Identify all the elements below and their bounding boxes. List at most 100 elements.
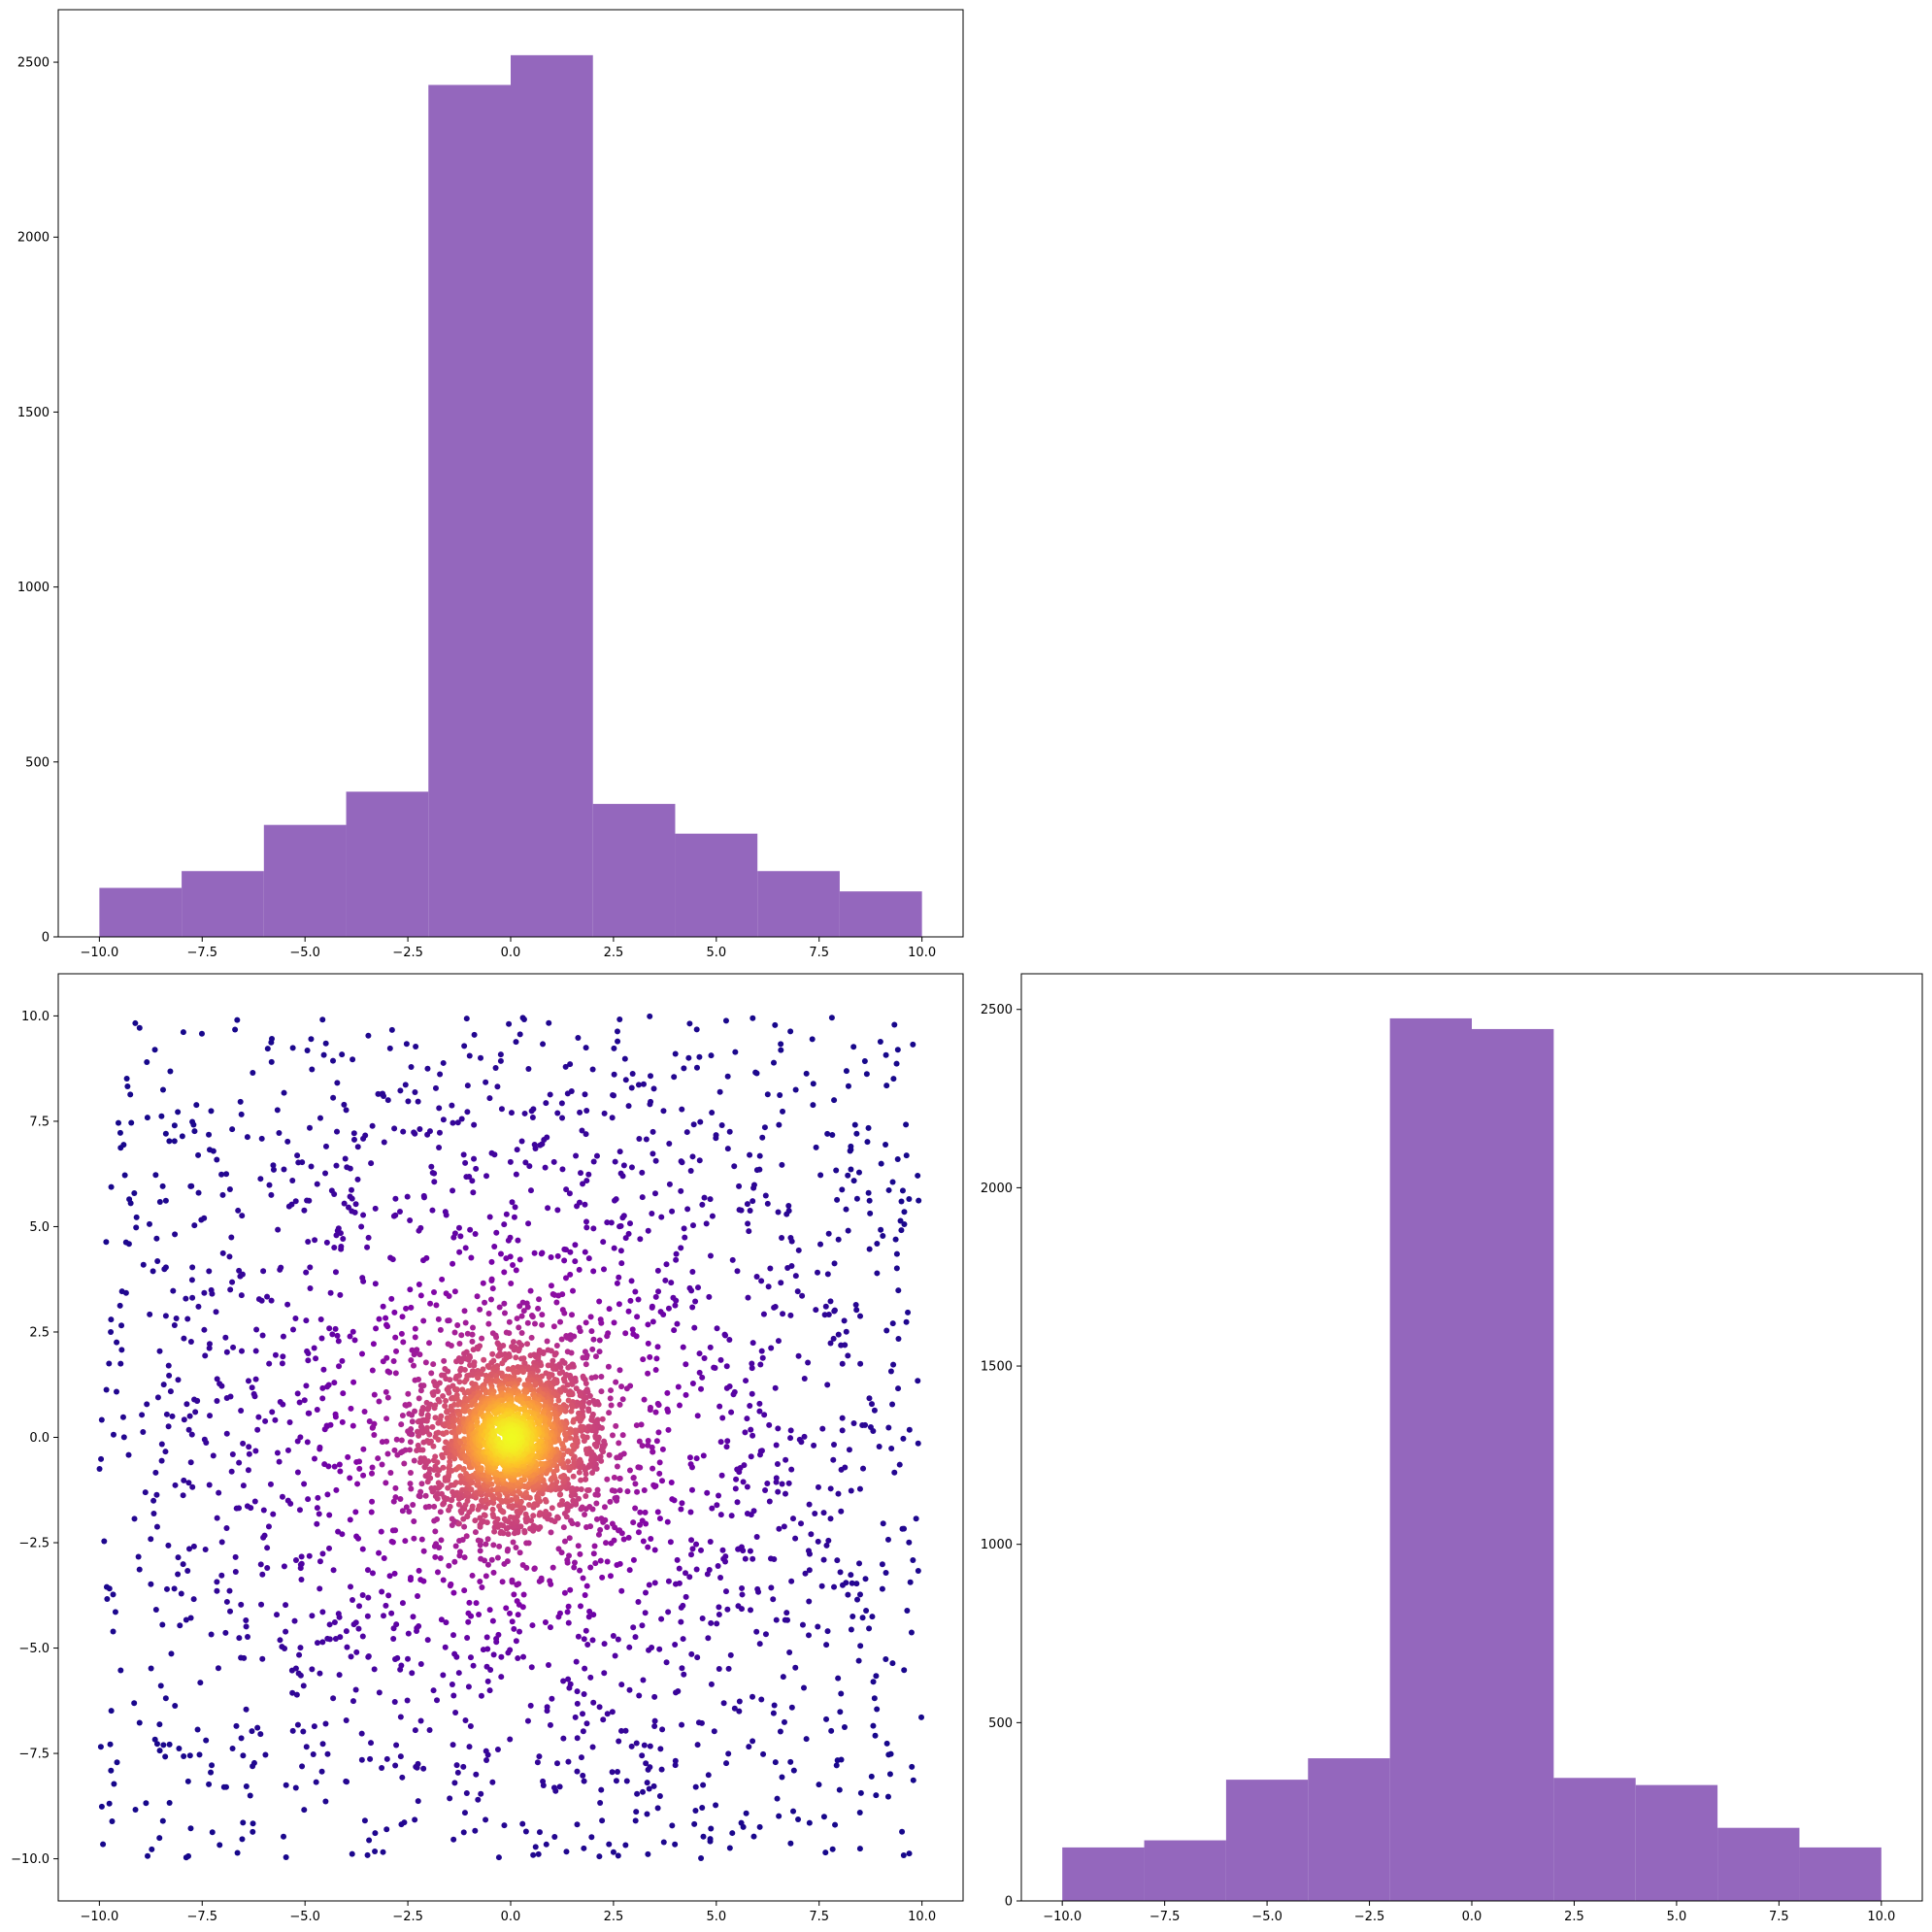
scatter-point [726, 1128, 733, 1135]
scatter-point [100, 1841, 107, 1848]
scatter-point [838, 1508, 845, 1515]
scatter-point [610, 1432, 616, 1439]
scatter-point [460, 1829, 467, 1836]
scatter-point [184, 1568, 191, 1575]
scatter-point [258, 1135, 265, 1142]
scatter-point [166, 1800, 173, 1807]
scatter-point [616, 1367, 623, 1374]
scatter-point [888, 1445, 895, 1451]
top-left-hist-ytick-label: 2500 [17, 56, 50, 71]
scatter-point [258, 1601, 265, 1608]
scatter-point [369, 1122, 376, 1129]
scatter-point [270, 1166, 277, 1173]
scatter-point [293, 1691, 300, 1698]
scatter-point [688, 1650, 695, 1657]
scatter-point [201, 1326, 208, 1333]
scatter-point [811, 1442, 817, 1449]
scatter-point [622, 1330, 629, 1337]
scatter-point [714, 1502, 720, 1509]
scatter-point [885, 1186, 892, 1193]
scatter-point [630, 1475, 637, 1482]
scatter-point [543, 1509, 550, 1516]
scatter-point [777, 1728, 783, 1735]
scatter-point [559, 1441, 566, 1448]
scatter-point [355, 1535, 362, 1542]
scatter-point [185, 1426, 192, 1433]
scatter-point [616, 1401, 623, 1408]
scatter-point [162, 1313, 169, 1319]
scatter-point [153, 1491, 160, 1498]
scatter-point [749, 1015, 756, 1021]
scatter-point [333, 1486, 340, 1493]
scatter-point [635, 1598, 642, 1605]
scatter-point [336, 1363, 343, 1370]
scatter-point [861, 1058, 868, 1065]
scatter-point [570, 1473, 577, 1480]
scatter-point [457, 1367, 464, 1374]
scatter-point [787, 1427, 794, 1434]
scatter-point [582, 1665, 588, 1672]
scatter-point [566, 1190, 573, 1197]
scatter-point [584, 1486, 591, 1493]
scatter-point [237, 1098, 244, 1105]
scatter-point [547, 1721, 553, 1728]
scatter-point [351, 1337, 358, 1344]
scatter-point [590, 1268, 597, 1275]
scatter-point [349, 1195, 355, 1202]
scatter-point [578, 1427, 584, 1434]
scatter-point [579, 1504, 585, 1511]
scatter-point [350, 1597, 356, 1604]
scatter-point [870, 1679, 877, 1685]
scatter-point [491, 1528, 498, 1535]
scatter-point [669, 1496, 676, 1503]
scatter-point [451, 1288, 458, 1295]
scatter-point [304, 1439, 311, 1446]
scatter-point [868, 1773, 875, 1780]
scatter-point [181, 1416, 187, 1423]
scatter-point [433, 1541, 440, 1548]
bottom-right-hist-bar [1472, 1028, 1554, 1901]
scatter-point [479, 1583, 485, 1590]
scatter-point [152, 1607, 159, 1614]
scatter-point [547, 1578, 553, 1584]
scatter-point [314, 1407, 320, 1414]
scatter-point [870, 1722, 877, 1729]
scatter-point [122, 1289, 129, 1296]
scatter-point [654, 1344, 661, 1350]
scatter-point [222, 1783, 229, 1790]
scatter-point [208, 1108, 215, 1115]
scatter-point [461, 1350, 468, 1357]
scatter-point [639, 1752, 646, 1759]
scatter-point [135, 1553, 142, 1560]
scatter-point [361, 1817, 368, 1824]
bottom-right-hist-xtick-label: 2.5 [1564, 1910, 1584, 1924]
scatter-point [657, 1746, 664, 1752]
scatter-point [649, 1645, 655, 1651]
scatter-point [429, 1423, 436, 1430]
scatter-point [520, 1369, 527, 1376]
scatter-point [776, 1813, 783, 1819]
scatter-point [113, 1388, 119, 1395]
scatter-point [272, 1351, 279, 1358]
scatter-point [397, 1496, 404, 1503]
scatter-point [626, 1467, 633, 1474]
scatter-point [606, 1841, 613, 1848]
scatter-point [848, 1487, 854, 1494]
scatter-point [483, 1634, 490, 1641]
scatter-point [618, 1682, 625, 1688]
scatter-point [319, 1609, 326, 1616]
bottom-right-hist-bar [1389, 1017, 1472, 1901]
scatter-point [279, 1493, 285, 1500]
scatter-point [438, 1537, 445, 1544]
scatter-point [453, 1386, 460, 1393]
scatter-point [865, 1124, 872, 1131]
scatter-point [491, 1432, 498, 1439]
scatter-point [365, 1032, 372, 1039]
scatter-point [360, 1446, 367, 1452]
scatter-point [392, 1370, 399, 1377]
scatter-point [681, 1065, 687, 1072]
scatter-point [186, 1413, 193, 1419]
scatter-point [292, 1316, 299, 1322]
scatter-point [270, 1511, 277, 1517]
scatter-point [371, 1391, 378, 1398]
